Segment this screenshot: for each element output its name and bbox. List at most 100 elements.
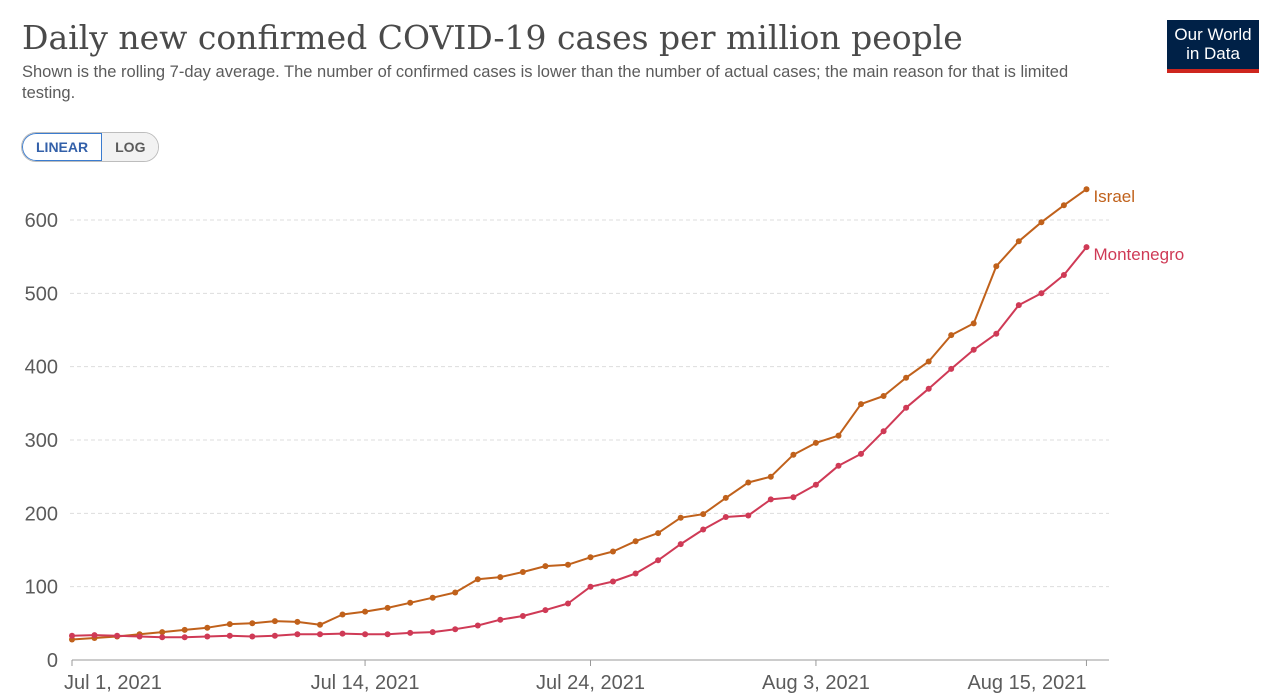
data-point-israel[interactable] [993,263,1000,270]
data-point-israel[interactable] [362,608,369,615]
log-scale-button[interactable]: LOG [102,133,159,161]
data-point-montenegro[interactable] [429,629,436,636]
grid-lines [70,219,1109,588]
data-point-israel[interactable] [519,569,526,575]
data-point-montenegro[interactable] [249,633,256,640]
data-point-israel[interactable] [970,320,977,327]
data-point-montenegro[interactable] [948,365,955,372]
data-point-montenegro[interactable] [925,385,932,392]
data-point-israel[interactable] [948,332,955,339]
data-point-montenegro[interactable] [745,512,752,519]
data-point-montenegro[interactable] [1083,244,1090,251]
data-point-israel[interactable] [452,589,459,596]
data-point-israel[interactable] [858,401,864,408]
data-point-montenegro[interactable] [384,631,391,638]
data-point-israel[interactable] [271,618,278,625]
owid-logo[interactable]: Our World in Data [1167,20,1259,73]
y-tick-label: 400 [25,357,58,379]
data-point-montenegro[interactable] [722,514,729,520]
data-point-montenegro[interactable] [903,404,910,411]
data-point-israel[interactable] [204,624,211,631]
data-point-israel[interactable] [542,563,549,570]
data-point-israel[interactable] [700,511,707,518]
data-point-montenegro[interactable] [69,632,75,639]
data-point-montenegro[interactable] [474,622,481,629]
data-point-montenegro[interactable] [677,541,684,548]
data-point-israel[interactable] [610,548,616,555]
data-point-israel[interactable] [226,621,233,628]
x-tick-label: Aug 3, 2021 [762,672,870,694]
data-point-israel[interactable] [384,604,391,611]
data-point-montenegro[interactable] [858,450,864,457]
data-point-israel[interactable] [880,393,887,399]
data-point-montenegro[interactable] [1060,272,1067,278]
data-point-israel[interactable] [317,621,323,628]
data-point-israel[interactable] [632,538,639,545]
data-point-montenegro[interactable] [700,526,707,533]
data-point-israel[interactable] [655,530,662,537]
data-point-montenegro[interactable] [655,557,662,564]
data-point-israel[interactable] [925,358,932,365]
data-point-montenegro[interactable] [452,626,459,633]
data-point-israel[interactable] [159,629,166,636]
data-point-montenegro[interactable] [91,632,98,639]
data-point-israel[interactable] [812,439,819,446]
data-point-montenegro[interactable] [812,481,819,488]
data-point-israel[interactable] [181,626,188,633]
data-point-montenegro[interactable] [271,632,278,639]
data-point-israel[interactable] [1038,219,1045,226]
data-point-montenegro[interactable] [407,629,414,636]
linear-scale-button[interactable]: LINEAR [22,133,103,161]
data-point-israel[interactable] [677,514,684,521]
data-point-israel[interactable] [790,451,797,458]
x-tick-label: Jul 1, 2021 [64,672,162,694]
series-line-montenegro[interactable] [71,246,1088,639]
data-point-montenegro[interactable] [790,494,797,501]
data-point-israel[interactable] [835,432,842,439]
data-point-israel[interactable] [767,473,774,480]
data-point-israel[interactable] [497,574,504,581]
data-point-israel[interactable] [903,374,910,381]
data-point-montenegro[interactable] [565,600,571,607]
data-point-montenegro[interactable] [294,631,301,638]
data-point-israel[interactable] [745,479,752,486]
data-point-montenegro[interactable] [317,631,323,638]
data-point-montenegro[interactable] [610,578,616,585]
data-point-montenegro[interactable] [519,613,526,619]
data-point-montenegro[interactable] [993,330,1000,337]
data-point-montenegro[interactable] [880,428,887,435]
x-tick-label: Aug 15, 2021 [967,672,1086,694]
data-point-israel[interactable] [1015,238,1022,245]
data-point-israel[interactable] [407,599,414,606]
data-point-montenegro[interactable] [362,631,369,638]
data-point-israel[interactable] [249,620,256,627]
x-tick-label: Jul 24, 2021 [536,672,645,694]
data-point-montenegro[interactable] [339,630,346,637]
data-point-israel[interactable] [1060,202,1067,209]
data-point-israel[interactable] [565,561,571,568]
data-point-israel[interactable] [722,494,729,501]
data-point-montenegro[interactable] [204,633,211,640]
data-point-montenegro[interactable] [497,616,504,623]
data-point-israel[interactable] [339,611,346,618]
data-point-montenegro[interactable] [1038,290,1045,297]
data-point-montenegro[interactable] [970,346,977,353]
data-point-israel[interactable] [474,576,481,583]
data-point-montenegro[interactable] [136,633,143,640]
data-point-israel[interactable] [429,594,436,601]
data-point-montenegro[interactable] [226,632,233,639]
data-point-montenegro[interactable] [1015,302,1022,309]
data-point-montenegro[interactable] [767,496,774,503]
data-point-montenegro[interactable] [159,634,166,641]
data-point-montenegro[interactable] [181,634,188,641]
data-point-montenegro[interactable] [632,570,639,577]
data-point-israel[interactable] [294,618,301,625]
series-line-israel[interactable] [71,188,1088,641]
data-point-israel[interactable] [587,554,594,561]
data-point-montenegro[interactable] [587,583,594,590]
data-point-montenegro[interactable] [114,632,121,639]
data-point-montenegro[interactable] [542,607,549,614]
data-point-israel[interactable] [1083,186,1090,193]
data-point-montenegro[interactable] [835,462,842,469]
chart-subtitle: Shown is the rolling 7-day average. The … [22,63,1069,102]
